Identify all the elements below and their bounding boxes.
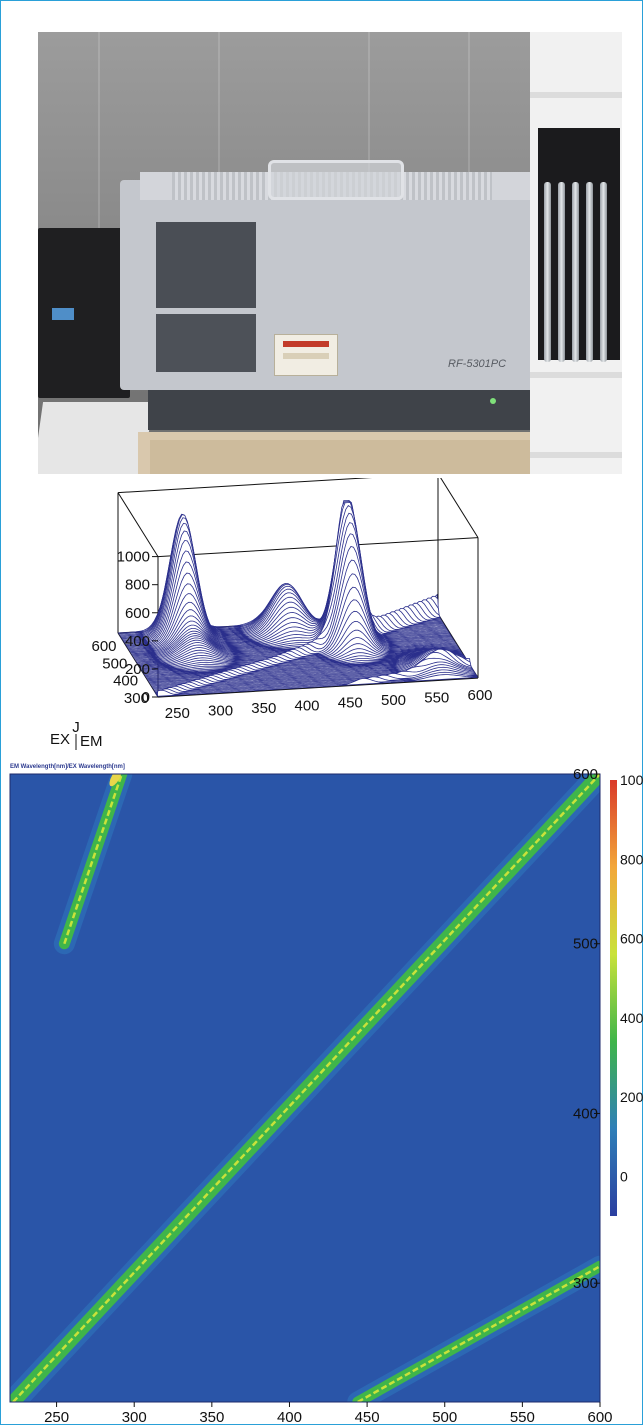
colorbar-tick-label: 200 <box>620 1089 643 1105</box>
em-tick-label: 250 <box>165 705 190 722</box>
y-tick-label: 300 <box>573 1275 598 1292</box>
em-tick-label: 450 <box>338 695 363 712</box>
surface-trace <box>143 651 464 674</box>
surface-trace <box>140 637 461 670</box>
orientation-em-label: EM <box>80 733 103 750</box>
eem-contour-map: EM Wavelength[nm]/EX Wavelength[nm] 250 30… <box>9 764 643 1425</box>
ups-unit <box>38 228 130 398</box>
lid-handle <box>268 160 404 200</box>
ex-tick-label: 400 <box>113 673 138 690</box>
wrench <box>558 182 565 362</box>
plot-border <box>9 773 601 1403</box>
em-tick-label: 300 <box>208 702 233 719</box>
lower-door <box>156 314 256 372</box>
surface-trace <box>142 651 463 673</box>
surface-trace <box>141 648 463 672</box>
power-led <box>490 398 496 404</box>
x-tick-label: 300 <box>122 1409 147 1425</box>
model-name: RF-5301PC <box>448 358 507 370</box>
ups-display <box>52 308 74 320</box>
colorbar-tick-label: 0 <box>620 1168 628 1184</box>
z-tick-label: 1000 <box>117 549 150 566</box>
colorbar-tick-label: 400 <box>620 1010 643 1026</box>
colorbar-tick-label: 800 <box>620 851 643 867</box>
colorbar-tick-label: 100 <box>620 772 643 788</box>
instrument-photo: RF-5301PC <box>38 32 622 474</box>
sample-door <box>156 222 256 308</box>
cabinet <box>150 440 546 474</box>
surface-trace <box>157 674 478 697</box>
em-tick-label: 350 <box>251 700 276 717</box>
wall-streak <box>218 32 220 292</box>
surface-trace <box>140 629 461 669</box>
heatmap-title: EM Wavelength[nm]/EX Wavelength[nm] <box>10 764 125 770</box>
z-tick-label: 0 <box>142 689 150 706</box>
surface-trace <box>141 643 462 671</box>
z-tick-label: 400 <box>125 633 150 650</box>
z-tick-label: 200 <box>125 661 150 678</box>
surface-mesh <box>117 499 479 697</box>
instrument-base <box>148 386 548 430</box>
orientation-ex-label: EX <box>50 731 70 748</box>
surface-trace <box>132 502 453 657</box>
y-tick-label: 600 <box>573 766 598 783</box>
colorbar-tick-label: 600 <box>620 931 643 947</box>
ex-tick-label: 500 <box>102 655 127 672</box>
surface-trace <box>132 504 453 658</box>
surface-trace <box>130 500 451 654</box>
wrench <box>600 182 607 362</box>
z-tick-label: 800 <box>125 577 150 594</box>
y-tick-label: 400 <box>573 1105 598 1122</box>
wrench <box>586 182 593 362</box>
x-tick-label: 400 <box>277 1409 302 1425</box>
x-tick-label: 350 <box>199 1409 224 1425</box>
wrench <box>572 182 579 362</box>
surface-trace <box>133 512 454 659</box>
ex-tick-label: 600 <box>91 638 116 655</box>
colorbar <box>610 780 617 1216</box>
band-core <box>12 774 600 1402</box>
top-back-edge <box>117 478 373 494</box>
warning-label <box>274 334 338 376</box>
x-tick-label: 450 <box>355 1409 380 1425</box>
band-core <box>63 774 123 945</box>
orientation-up-label: J <box>72 719 80 736</box>
ex-tick-label: 300 <box>124 690 149 707</box>
em-tick-label: 500 <box>381 692 406 709</box>
surface-trace <box>131 501 452 656</box>
em-tick-label: 600 <box>467 687 492 704</box>
top-left-edge <box>117 492 159 557</box>
wall-streak <box>468 32 470 292</box>
x-tick-label: 550 <box>510 1409 535 1425</box>
surface-trace <box>155 666 477 694</box>
band-core <box>357 1265 600 1402</box>
x-tick-label: 500 <box>432 1409 457 1425</box>
em-tick-label: 550 <box>424 690 449 707</box>
z-tick-label: 600 <box>125 605 150 622</box>
top-right-edge <box>440 478 479 538</box>
wall-streak <box>98 32 100 292</box>
surface-trace <box>139 620 460 668</box>
x-tick-label: 250 <box>44 1409 69 1425</box>
x-tick-label: 600 <box>587 1409 612 1425</box>
base-front-edge <box>157 677 479 698</box>
surface-trace <box>130 499 452 655</box>
em-tick-label: 400 <box>295 697 320 714</box>
surface-trace <box>129 513 450 653</box>
wrench <box>544 182 551 362</box>
heatmap-bands <box>10 774 600 1402</box>
paper-stack <box>38 402 154 474</box>
peak-spot <box>109 774 122 787</box>
y-tick-label: 500 <box>573 936 598 953</box>
top-front-edge <box>157 537 479 558</box>
